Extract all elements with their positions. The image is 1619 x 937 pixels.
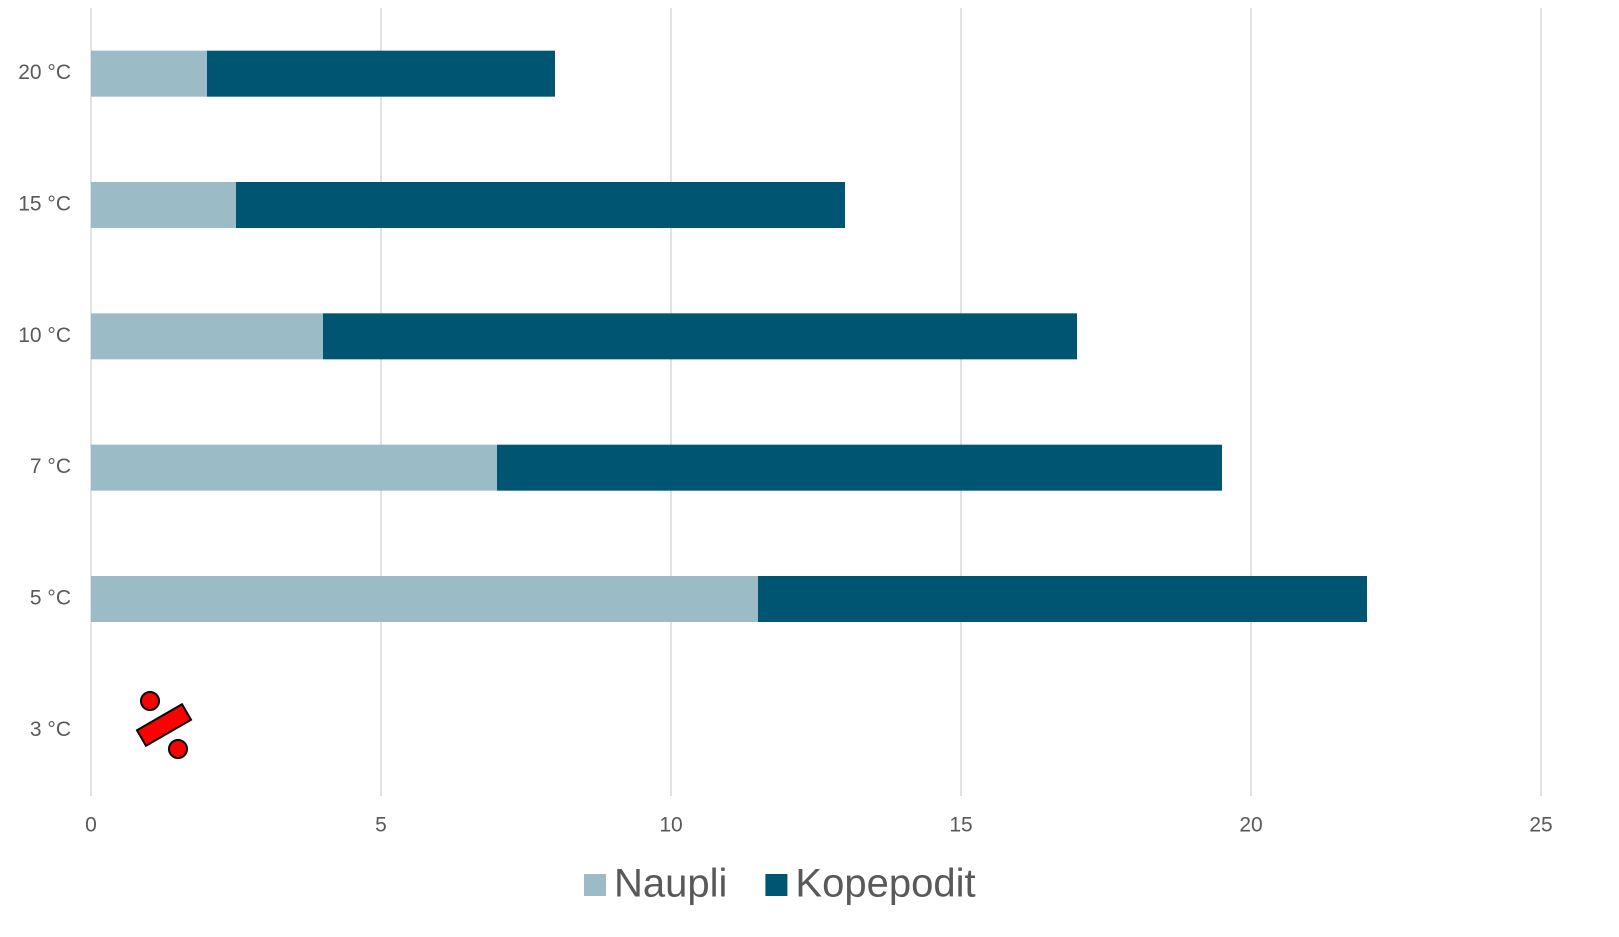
bars: 20 °C 15 °C 10 °C 7 °C 5 °C 3 °C [18,50,1367,741]
bar-segment [91,313,323,360]
bar-segment [758,576,1367,622]
x-tick-label: 10 [659,814,682,837]
x-tick-label: 0 [85,814,97,837]
legend-swatch [765,874,788,896]
legend-swatch [584,874,606,896]
x-tick-label: 25 [1529,814,1552,837]
bar-segment [207,50,555,97]
y-tick-label: 10 °C [18,324,71,347]
legend-label: Kopepodit [795,862,975,906]
bar-segment [91,444,497,491]
bar-segment [236,182,845,228]
y-tick-label: 20 °C [18,61,71,84]
grid: 0 5 10 15 20 25 [85,8,1553,837]
bar-segment [91,182,236,228]
x-tick-label: 20 [1239,814,1262,837]
y-tick-label: 5 °C [30,587,71,610]
legend-label: Naupli [614,862,727,906]
bar-segment [91,50,207,97]
x-tick-label: 5 [375,814,387,837]
no-data-icon [135,691,193,759]
y-tick-label: 7 °C [30,455,71,478]
x-tick-label: 15 [949,814,972,837]
legend: Naupli Kopepodit [584,862,976,906]
y-tick-label: 3 °C [30,718,71,741]
bar-segment [91,576,758,622]
bar-segment [323,313,1077,360]
bar-segment [497,444,1222,491]
y-tick-label: 15 °C [18,193,71,216]
